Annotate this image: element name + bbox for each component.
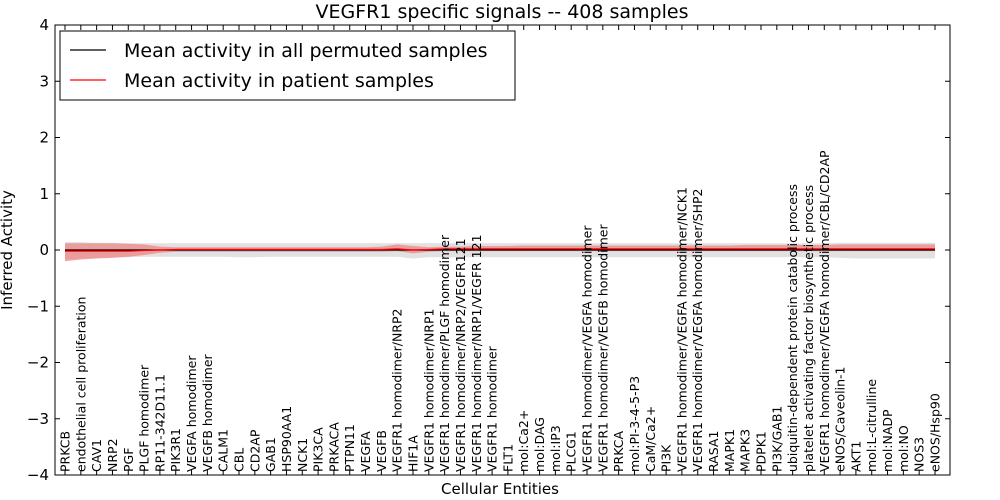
entity-label: NCK1	[295, 438, 310, 472]
entity-label: endothelial cell proliferation	[73, 297, 88, 472]
y-axis-label: Inferred Activity	[0, 190, 16, 310]
line-series-1	[65, 248, 935, 252]
entity-label: VEGFA homodimer	[184, 355, 199, 472]
entity-label: platelet activating factor biosynthetic …	[801, 185, 816, 472]
entity-label: MAPK3	[738, 429, 753, 472]
entity-label: mol:NADP	[880, 409, 895, 472]
entity-label: MAPK1	[722, 429, 737, 472]
legend-label-permuted: Mean activity in all permuted samples	[124, 40, 487, 62]
entity-label: VEGFA	[358, 431, 373, 472]
entity-label: PLGF homodimer	[137, 364, 152, 472]
legend: Mean activity in all permuted samples Me…	[59, 30, 516, 101]
legend-box	[59, 30, 516, 101]
y-tick-label: −4	[27, 466, 49, 484]
entity-label: GAB1	[263, 437, 278, 472]
entity-label: VEGFR1 homodimer/NRP1	[421, 309, 436, 472]
entity-label: AKT1	[848, 441, 863, 472]
x-axis	[64, 25, 936, 475]
entity-label: PRKACA	[326, 422, 341, 472]
confidence-bands	[65, 242, 935, 262]
y-axis: −4 −3 −2 −1 0 1 2 3 4	[27, 16, 950, 484]
y-tick-label: −2	[27, 354, 49, 372]
y-tick-label: 2	[39, 129, 49, 147]
entity-label: CaM/Ca2+	[643, 406, 658, 472]
entity-label: mol:Ca2+	[516, 410, 531, 472]
y-tick-label: −1	[27, 297, 49, 315]
entity-label: PRKCB	[58, 431, 73, 472]
entity-label: NRP2	[105, 438, 120, 472]
entity-label: CBL	[232, 448, 247, 472]
chart-title: VEGFR1 specific signals -- 408 samples	[316, 1, 689, 23]
y-tick-label: 1	[39, 185, 49, 203]
entity-label: VEGFR1 homodimer/NRP2	[390, 309, 405, 472]
entity-label: VEGFR1 homodimer/NRP1/VEGFR 121	[469, 234, 484, 472]
entity-label: ubiquitin-dependent protein catabolic pr…	[785, 184, 800, 472]
entity-label: VEGFR1 homodimer/VEGFA homodimer/CBL/CD2…	[817, 150, 832, 472]
entity-label: VEGFR1 homodimer/NRP2/VEGFR121	[453, 238, 468, 472]
entity-label: PLCG1	[564, 431, 579, 472]
entity-label: VEGFR1 homodimer/VEGFA homodimer/SHP2	[690, 188, 705, 472]
band-series-1	[65, 243, 935, 262]
entity-label: CALM1	[216, 429, 231, 472]
x-axis-label: Cellular Entities	[441, 480, 559, 498]
entity-label: HIF1A	[406, 435, 421, 472]
y-tick-label: −3	[27, 410, 49, 428]
entity-label: HSP90AA1	[279, 406, 294, 472]
entity-label: VEGFB	[374, 430, 389, 472]
entity-label: VEGFR1 homodimer	[485, 345, 500, 472]
entity-label: PI3K/GAB1	[769, 406, 784, 472]
entity-label: VEGFR1 homodimer/PLGF homodimer	[437, 234, 452, 472]
entity-label: FLT1	[500, 444, 515, 472]
entity-label: eNOS/Caveolin-1	[833, 367, 848, 472]
entity-label: mol:IP3	[548, 425, 563, 472]
entity-label: mol:L-citrulline	[864, 379, 879, 472]
entity-label: CAV1	[89, 439, 104, 472]
entity-label: VEGFR1 homodimer/VEGFA homodimer/NCK1	[674, 187, 689, 472]
entity-label: VEGFR1 homodimer/VEGFA homodimer	[580, 225, 595, 472]
entity-label: eNOS/Hsp90	[928, 393, 943, 472]
entity-label: RP11-342D11.1	[152, 374, 167, 472]
y-tick-label: 0	[39, 241, 49, 259]
entity-label: PTPN11	[342, 424, 357, 472]
entity-label: RASA1	[706, 431, 721, 472]
entity-label: PIK3CA	[311, 427, 326, 472]
entity-label: mol:NO	[896, 425, 911, 472]
entity-label: mol:DAG	[532, 417, 547, 472]
entity-label: VEGFR1 homodimer/VEGFB homodimer	[595, 224, 610, 472]
series-lines	[65, 248, 935, 252]
entity-labels: PRKCB endothelial cell proliferation CAV1 N…	[58, 150, 943, 472]
entity-label: PRKCA	[611, 431, 626, 472]
y-tick-label: 4	[39, 16, 49, 34]
entity-label: PI3K	[659, 444, 674, 472]
entity-label: mol:PI-3-4-5-P3	[627, 376, 642, 472]
entity-label: VEGFB homodimer	[200, 353, 215, 472]
legend-label-patient: Mean activity in patient samples	[124, 70, 434, 92]
entity-label: PGF	[121, 448, 136, 472]
entity-label: PIK3R1	[168, 428, 183, 472]
entity-label: CD2AP	[247, 429, 262, 472]
entity-label: NOS3	[912, 437, 927, 472]
y-tick-label: 3	[39, 72, 49, 90]
entity-label: PDPK1	[754, 431, 769, 472]
